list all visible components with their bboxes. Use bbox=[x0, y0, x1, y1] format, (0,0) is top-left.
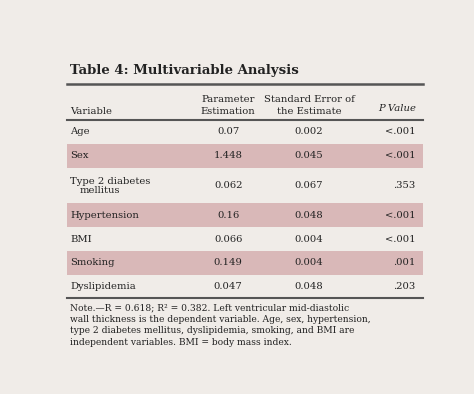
Text: Table 4: Multivariable Analysis: Table 4: Multivariable Analysis bbox=[70, 63, 299, 76]
Bar bbox=[66, 251, 423, 275]
Text: 0.149: 0.149 bbox=[214, 258, 243, 267]
Text: 0.16: 0.16 bbox=[217, 211, 239, 220]
Bar bbox=[66, 203, 423, 227]
Text: 0.048: 0.048 bbox=[295, 282, 323, 291]
Bar bbox=[66, 144, 423, 168]
Text: <.001: <.001 bbox=[385, 211, 416, 220]
Text: Sex: Sex bbox=[70, 151, 89, 160]
Text: <.001: <.001 bbox=[385, 151, 416, 160]
Text: Dyslipidemia: Dyslipidemia bbox=[70, 282, 136, 291]
Text: 0.045: 0.045 bbox=[295, 151, 323, 160]
Text: type 2 diabetes mellitus, dyslipidemia, smoking, and BMI are: type 2 diabetes mellitus, dyslipidemia, … bbox=[70, 326, 355, 335]
Text: <.001: <.001 bbox=[385, 128, 416, 136]
Text: 0.047: 0.047 bbox=[214, 282, 243, 291]
Text: .001: .001 bbox=[393, 258, 416, 267]
Text: 0.066: 0.066 bbox=[214, 234, 242, 243]
Text: Age: Age bbox=[70, 128, 90, 136]
Text: 0.004: 0.004 bbox=[295, 258, 323, 267]
Text: Smoking: Smoking bbox=[70, 258, 115, 267]
Text: Variable: Variable bbox=[70, 106, 112, 115]
Text: independent variables. BMI = body mass index.: independent variables. BMI = body mass i… bbox=[70, 338, 292, 347]
Text: BMI: BMI bbox=[70, 234, 92, 243]
Text: 0.067: 0.067 bbox=[295, 181, 323, 190]
Text: P Value: P Value bbox=[378, 104, 416, 113]
Text: <.001: <.001 bbox=[385, 234, 416, 243]
Text: 1.448: 1.448 bbox=[214, 151, 243, 160]
Text: 0.07: 0.07 bbox=[217, 128, 239, 136]
Text: Parameter
Estimation: Parameter Estimation bbox=[201, 95, 255, 115]
Text: 0.002: 0.002 bbox=[295, 128, 323, 136]
Text: .203: .203 bbox=[393, 282, 416, 291]
Text: Type 2 diabetes: Type 2 diabetes bbox=[70, 177, 151, 186]
Text: Standard Error of
the Estimate: Standard Error of the Estimate bbox=[264, 95, 355, 115]
Text: 0.004: 0.004 bbox=[295, 234, 323, 243]
Text: 0.048: 0.048 bbox=[295, 211, 323, 220]
Text: .353: .353 bbox=[393, 181, 416, 190]
Text: 0.062: 0.062 bbox=[214, 181, 243, 190]
Text: mellitus: mellitus bbox=[80, 186, 120, 195]
Text: Note.—R = 0.618; R² = 0.382. Left ventricular mid-diastolic: Note.—R = 0.618; R² = 0.382. Left ventri… bbox=[70, 303, 349, 312]
Text: wall thickness is the dependent variable. Age, sex, hypertension,: wall thickness is the dependent variable… bbox=[70, 314, 371, 323]
Text: Hypertension: Hypertension bbox=[70, 211, 139, 220]
